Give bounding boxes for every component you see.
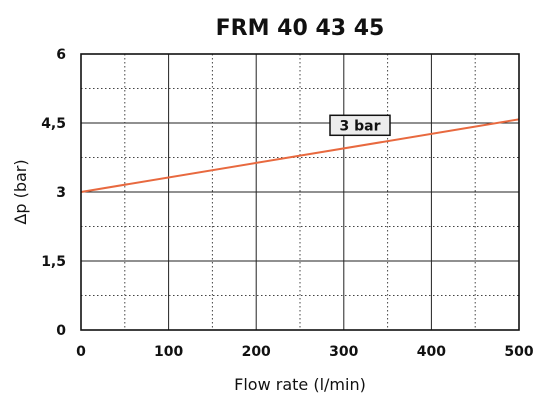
y-tick-label: 6	[56, 47, 66, 63]
annotation-label: 3 bar	[340, 118, 381, 134]
x-axis-label: Flow rate (l/min)	[234, 375, 366, 394]
x-tick-label: 300	[329, 344, 358, 360]
series-group	[80, 118, 520, 193]
plot-frame	[80, 53, 520, 331]
x-tick-label: 500	[504, 344, 533, 360]
chart-title: FRM 40 43 45	[216, 16, 385, 41]
y-tick-label: 0	[56, 323, 66, 339]
y-tick-label: 3	[56, 185, 66, 201]
series-line	[80, 118, 520, 193]
y-tick-label: 1,5	[41, 254, 66, 270]
y-tick-label: 4,5	[41, 116, 66, 132]
x-tick-label: 0	[76, 344, 86, 360]
grid	[81, 54, 519, 330]
x-tick-label: 100	[154, 344, 183, 360]
x-tick-label: 400	[417, 344, 446, 360]
x-tick-label: 200	[242, 344, 271, 360]
y-tick-labels: 0 1,5 3 4,5 6	[41, 47, 66, 339]
annotation-box	[329, 114, 391, 137]
x-tick-labels: 0 100 200 300 400 500	[76, 344, 534, 360]
annotations: 3 bar	[329, 114, 391, 137]
y-axis-label: Δp (bar)	[11, 159, 30, 224]
